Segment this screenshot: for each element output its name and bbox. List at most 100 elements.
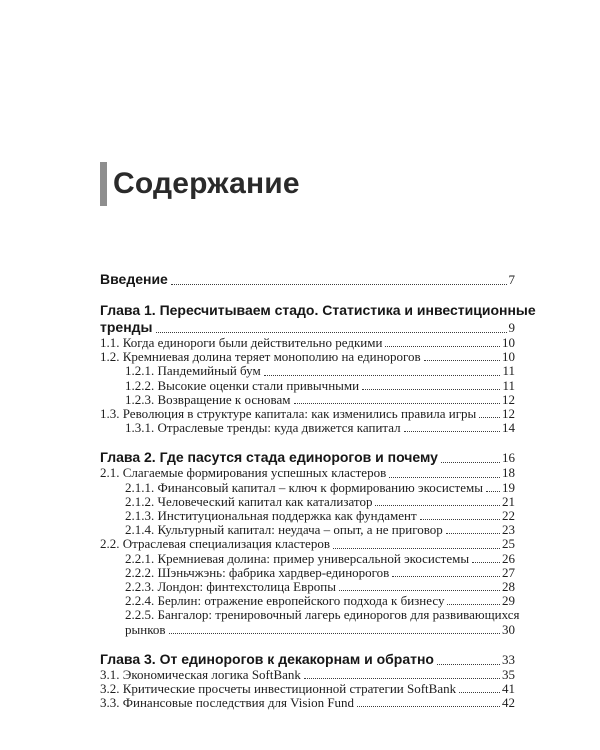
toc-entry-text: 2.2.4. Берлин: отражение европейского по…: [125, 593, 445, 609]
dot-leader: [375, 505, 500, 507]
toc-item-entry: 2.2.3. Лондон: финтехстолица Европы 28: [100, 579, 515, 595]
dot-leader: [389, 476, 500, 478]
toc-page-number: 12: [502, 406, 515, 422]
toc-entry-text: 1.2.1. Пандемийный бум: [125, 363, 261, 379]
toc-entry-text: 1.2. Кремниевая долина теряет монополию …: [100, 349, 421, 365]
toc-page-number: 18: [502, 465, 515, 481]
toc-page-number: 14: [502, 420, 515, 436]
toc-item-entry: 2.1.4. Культурный капитал: неудача – опы…: [100, 523, 515, 537]
toc-page-number: 10: [502, 335, 515, 350]
toc-page-number: 42: [502, 695, 515, 711]
dot-leader: [485, 490, 500, 492]
dot-leader: [362, 388, 501, 390]
toc-page-number: 29: [502, 593, 515, 609]
toc-page-number: 21: [502, 493, 515, 509]
toc-page-number: 25: [502, 536, 515, 552]
dot-leader: [293, 403, 500, 405]
dot-leader: [392, 576, 500, 578]
toc-item-entry: 1.2.2. Высокие оценки стали привычными 11: [100, 377, 515, 393]
toc-item-entry: 2.2.4. Берлин: отражение европейского по…: [100, 594, 515, 608]
dot-leader: [459, 692, 500, 694]
toc-item-entry: 2.1.3. Институциональная поддержка как ф…: [100, 508, 515, 524]
toc-page-number: 28: [502, 579, 515, 595]
toc-page-number: 16: [502, 450, 515, 466]
toc-chapter-entry: Глава 2. Где пасутся стада единорогов и …: [100, 449, 515, 466]
dot-leader: [440, 462, 500, 464]
toc-entry-text: Глава 2. Где пасутся стада единорогов и …: [100, 449, 438, 466]
toc-item-entry: 2.2.1. Кремниевая долина: пример универс…: [100, 550, 515, 566]
toc-page-number: 11: [502, 363, 515, 379]
toc-chapter-entry: Глава 3. От единорогов к декакорнам и об…: [100, 651, 515, 668]
toc-page-number: 9: [508, 320, 516, 335]
toc-item-entry: 1.3.1. Отраслевые тренды: куда движется …: [100, 421, 515, 435]
dot-leader: [263, 374, 501, 376]
toc-item-entry: 2.2.5. Бангалор: тренировочный лагерь ед…: [100, 607, 520, 637]
toc-entry-text: 2.2.5. Бангалор: тренировочный лагерь ед…: [125, 607, 520, 623]
toc-entry-text: 2.1.1. Финансовый капитал – ключ к форми…: [125, 479, 483, 495]
toc-entry-text: 2.1.4. Культурный капитал: неудача – опы…: [125, 522, 443, 538]
toc-entry-text: 1.3. Революция в структуре капитала: как…: [100, 406, 477, 422]
dot-leader: [472, 561, 500, 563]
toc-page-number: 22: [502, 508, 515, 524]
page-title-block: Содержание: [100, 162, 300, 206]
dot-leader: [385, 346, 500, 348]
toc-item-entry: 2.1. Слагаемые формирования успешных кла…: [100, 466, 515, 480]
toc-page-number: 30: [502, 621, 515, 637]
toc-page-number: 19: [502, 479, 515, 495]
dot-leader: [168, 632, 500, 634]
toc-chapter-entry: Глава 1. Пересчитываем стадо. Статистика…: [100, 302, 536, 336]
dot-leader: [155, 332, 507, 333]
toc-item-entry: 2.1.2. Человеческий капитал как катализа…: [100, 493, 515, 509]
toc-entry-text: 1.1. Когда единороги были действительно …: [100, 335, 383, 350]
dot-leader: [357, 706, 500, 708]
toc-entry-text: 3.1. Экономическая логика SoftBank: [100, 666, 301, 682]
toc-item-entry: 1.2. Кремниевая долина теряет монополию …: [100, 350, 515, 364]
toc-item-entry: 1.2.1. Пандемийный бум 11: [100, 364, 515, 378]
dot-leader: [447, 604, 500, 606]
toc-entry-text: 1.2.3. Возвращение к основам: [125, 391, 291, 407]
toc-chapter-entry: Введение 7: [100, 271, 515, 288]
dot-leader: [419, 519, 500, 521]
toc-item-entry: 1.2.3. Возвращение к основам 12: [100, 391, 515, 407]
toc-entry-text: 2.2.1. Кремниевая долина: пример универс…: [125, 550, 470, 566]
toc-page-number: 33: [502, 651, 515, 667]
toc-entry-text: 2.1. Слагаемые формирования успешных кла…: [100, 465, 387, 481]
toc-page-number: 7: [508, 272, 516, 287]
toc-entry-text: Введение: [100, 271, 168, 287]
page-title: Содержание: [113, 167, 300, 200]
toc-page-number: 27: [502, 564, 515, 580]
toc-entry-text: тренды: [100, 319, 153, 335]
toc-item-entry: 3.1. Экономическая логика SoftBank 35: [100, 666, 515, 682]
dot-leader: [445, 533, 500, 535]
toc-entry-text: 3.2. Критические просчеты инвестиционной…: [100, 681, 457, 697]
toc-list: Введение 7 Глава 1. Пересчитываем стадо. С…: [100, 271, 536, 710]
toc-page-number: 12: [502, 391, 515, 407]
toc-page-number: 41: [502, 681, 515, 697]
toc-entry-text: 2.1.2. Человеческий капитал как катализа…: [125, 493, 373, 509]
toc-item-entry: 2.1.1. Финансовый капитал – ключ к форми…: [100, 479, 515, 495]
toc-entry-text: 2.2. Отраслевая специализация кластеров: [100, 536, 330, 552]
toc-page-number: 10: [502, 349, 515, 365]
toc-item-entry: 3.3. Финансовые последствия для Vision F…: [100, 696, 515, 710]
toc-entry-text: 1.2.2. Высокие оценки стали привычными: [125, 377, 360, 393]
toc-item-entry: 1.1. Когда единороги были действительно …: [100, 335, 515, 350]
dot-leader: [338, 590, 500, 592]
dot-leader: [436, 663, 500, 665]
dot-leader: [170, 284, 507, 285]
dot-leader: [423, 360, 500, 362]
toc-item-entry: 2.2.2. Шэньчжэнь: фабрика хардвер-единор…: [100, 564, 515, 580]
toc-entry-text: рынков: [125, 621, 166, 637]
toc-entry-text: Глава 1. Пересчитываем стадо. Статистика…: [100, 302, 536, 318]
title-accent-bar: [100, 162, 107, 206]
toc-item-entry: 1.3. Революция в структуре капитала: как…: [100, 406, 515, 422]
dot-leader: [403, 431, 500, 433]
toc-page-number: 23: [502, 522, 515, 538]
toc-item-entry: 2.2. Отраслевая специализация кластеров 2…: [100, 537, 515, 551]
toc-entry-text: 2.2.2. Шэньчжэнь: фабрика хардвер-единор…: [125, 564, 390, 580]
dot-leader: [303, 678, 500, 680]
toc-entry-text: 2.2.3. Лондон: финтехстолица Европы: [125, 579, 336, 595]
toc-entry-text: 2.1.3. Институциональная поддержка как ф…: [125, 508, 417, 524]
toc-entry-text: 3.3. Финансовые последствия для Vision F…: [100, 695, 355, 711]
toc-page-number: 35: [502, 666, 515, 682]
